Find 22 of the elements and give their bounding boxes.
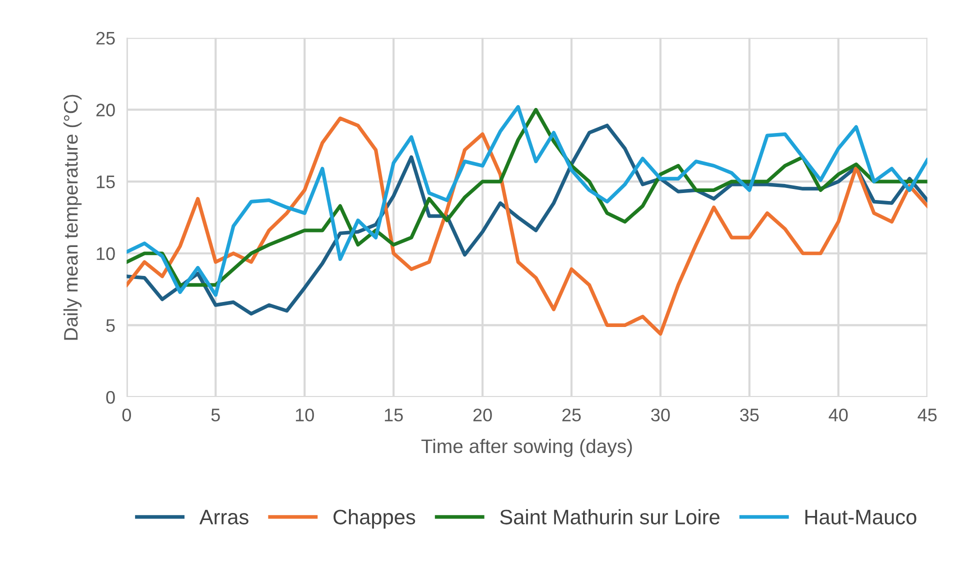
x-tick-label: 45 [918, 408, 937, 422]
y-tick-label: 10 [96, 247, 115, 260]
y-tick-label: 20 [96, 104, 115, 116]
legend-label: Chappes [334, 509, 416, 529]
x-tick-label: 40 [828, 408, 848, 422]
y-tick-label: 25 [96, 32, 115, 45]
x-tick-label: 35 [740, 408, 759, 422]
legend-label: Saint Mathurin sur Loire [500, 509, 720, 524]
legend-label: Arras [199, 510, 248, 524]
x-axis-title: Time after sowing (days) [421, 438, 632, 457]
x-tick-label: 0 [122, 408, 131, 422]
x-tick-label: 15 [384, 408, 403, 422]
y-tick-label: 15 [96, 176, 115, 188]
x-tick-label: 10 [296, 408, 314, 422]
x-tick-label: 30 [651, 408, 670, 422]
y-axis-title: Daily mean temperature (°C) [63, 94, 82, 340]
legend-label: Haut-Mauco [805, 510, 916, 524]
x-tick-label: 25 [562, 408, 581, 422]
x-tick-label: 20 [473, 408, 492, 422]
y-tick-label: 5 [106, 319, 115, 332]
y-tick-label: 0 [106, 390, 115, 404]
x-tick-label: 5 [211, 408, 220, 422]
